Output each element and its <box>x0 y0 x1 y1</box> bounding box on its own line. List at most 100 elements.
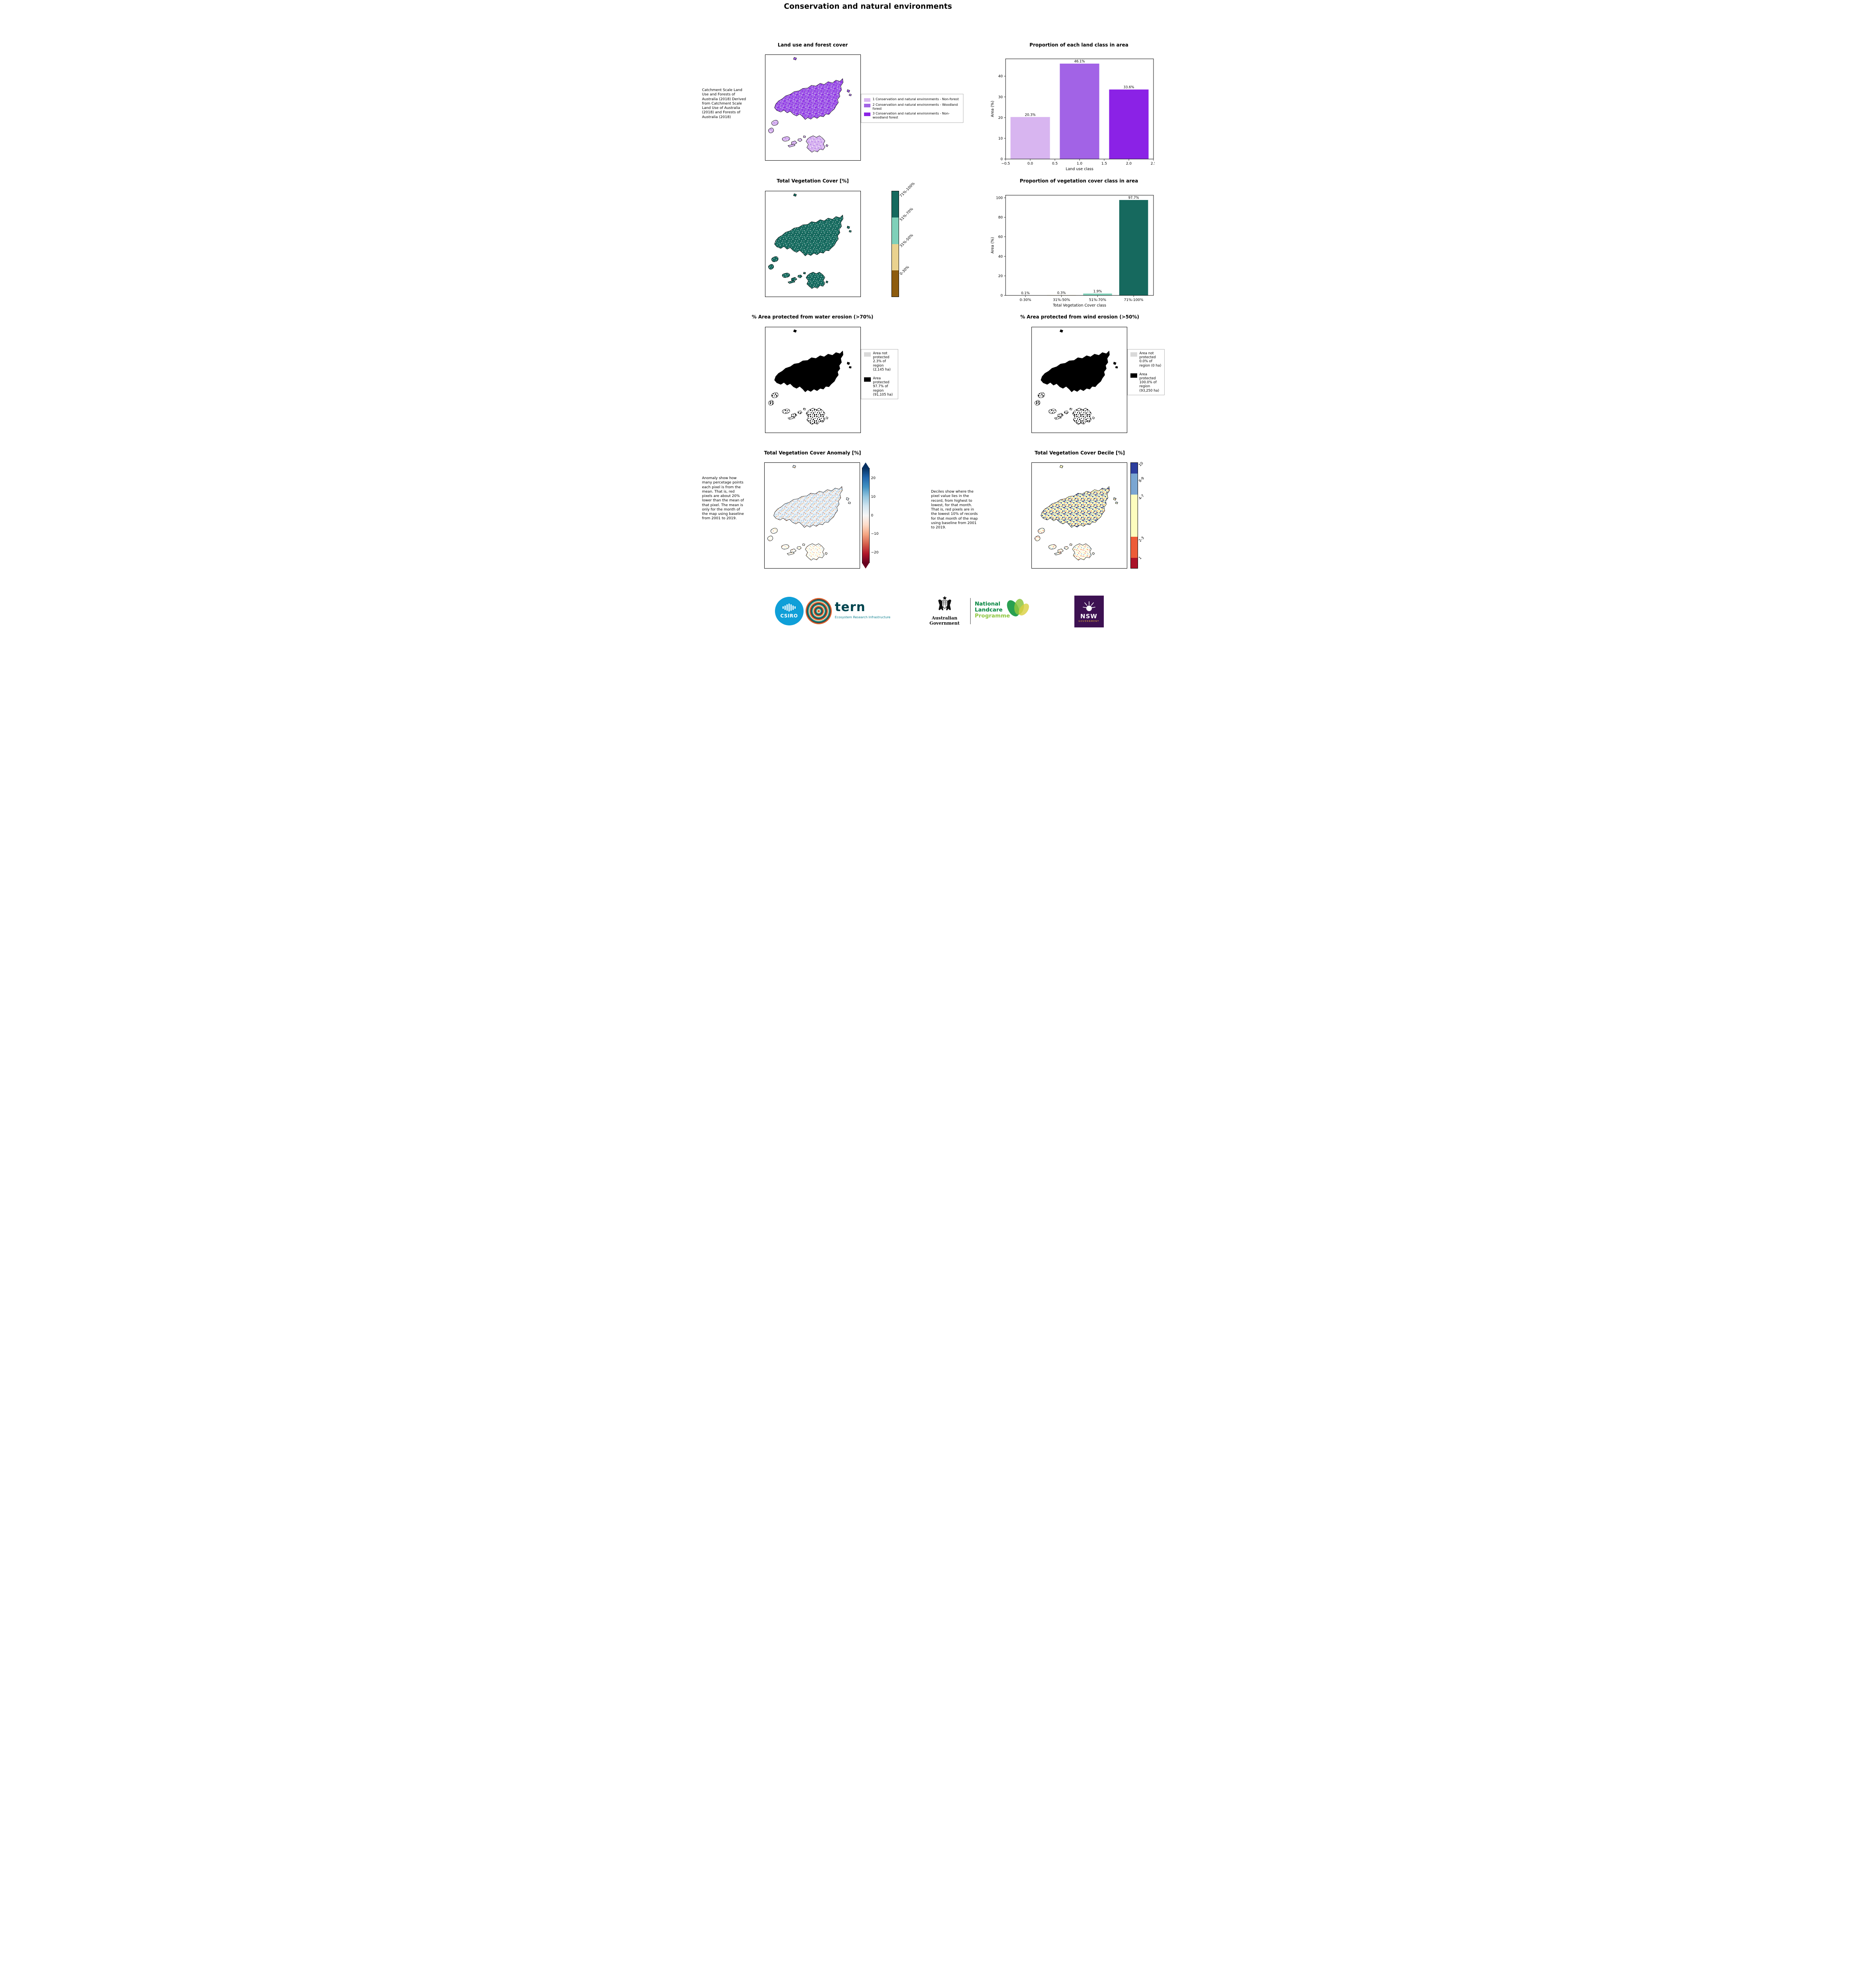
svg-text:40: 40 <box>998 75 1003 79</box>
svg-text:20: 20 <box>998 116 1003 120</box>
nsw-government-logo: NSW GOVERNMENT <box>1074 596 1104 627</box>
wind-erosion-title: % Area protected from wind erosion (>50%… <box>1020 314 1140 320</box>
waratah-icon <box>1082 601 1095 611</box>
anomaly-gradient <box>862 468 870 563</box>
csiro-waves-icon <box>783 604 796 612</box>
colorbar-segment <box>891 244 899 270</box>
legend-label: Area protected 97.7% of region (91,105 h… <box>873 376 893 397</box>
legend-item: 2 Conservation and natural environments … <box>864 103 960 111</box>
colorbar-segment <box>891 270 899 297</box>
colorbar-tick-label: 0-30% <box>899 265 910 276</box>
colorbar-arrow-up <box>862 462 869 468</box>
anomaly-colorbar: 20 10 0 −10 −20 <box>862 462 879 569</box>
legend-swatch <box>864 352 871 357</box>
vegcover-coastline <box>768 193 852 289</box>
svg-text:Total Vegetation Cover class: Total Vegetation Cover class <box>1052 303 1106 308</box>
landuse-coastline <box>768 57 852 153</box>
legend-swatch <box>1130 352 1137 357</box>
legend-label: 3 Conservation and natural environments … <box>872 112 950 119</box>
svg-text:97.7%: 97.7% <box>1128 196 1139 200</box>
decile-map-title: Total Vegetation Cover Decile [%] <box>1035 450 1125 456</box>
colorbar-tick-label: 71%-100% <box>899 181 916 198</box>
svg-text:33.6%: 33.6% <box>1123 85 1134 89</box>
logo-divider <box>970 598 971 624</box>
colorbar-segment <box>1130 494 1138 537</box>
svg-text:0.1%: 0.1% <box>1021 291 1030 295</box>
colorbar-tick-label: −10 <box>871 532 879 536</box>
page-title: Conservation and natural environments <box>784 2 952 11</box>
colorbar-tick-label: 10 <box>871 495 876 499</box>
colorbar-segment <box>891 191 899 218</box>
landuse-legend: 1 Conservation and natural environments … <box>860 94 963 123</box>
svg-text:−0.5: −0.5 <box>1001 162 1010 166</box>
bar-chart-svg: 0.1% 0.3% 1.9% 97.7% 0 20 40 60 80 100 0-30% 31%-50… <box>990 195 1153 308</box>
nsw-sublabel: GOVERNMENT <box>1078 620 1099 623</box>
wind-erosion-coastline <box>1034 329 1118 425</box>
legend-swatch <box>864 104 870 107</box>
svg-text:2.5: 2.5 <box>1150 162 1154 166</box>
wind-erosion-legend: Area not protected 0.0% of region (0 ha)… <box>1127 349 1165 395</box>
colorbar-arrow-down <box>862 563 869 569</box>
colorbar-tick-label: 1 <box>1138 556 1143 561</box>
svg-text:30: 30 <box>998 95 1003 99</box>
legend-item: Area not protected 0.0% of region (0 ha) <box>1130 351 1161 368</box>
decile-coastline <box>1034 465 1118 561</box>
vegcover-chart: 0.1% 0.3% 1.9% 97.7% 0 20 40 60 80 100 0-30% 31%-50… <box>988 191 1155 308</box>
landcare-label-line: National <box>975 601 1000 607</box>
svg-text:1.5: 1.5 <box>1101 162 1107 166</box>
report-page: Conservation and natural environments La… <box>701 0 1169 628</box>
colorbar-tick-label: 31%-50% <box>899 233 914 248</box>
wind-erosion-map <box>1031 327 1127 433</box>
colorbar-tick-label: 0 <box>871 514 874 518</box>
svg-text:60: 60 <box>998 235 1003 239</box>
legend-swatch <box>1130 373 1137 378</box>
svg-text:1.0: 1.0 <box>1076 162 1082 166</box>
svg-text:10: 10 <box>998 137 1003 141</box>
vegcover-colorbar <box>891 191 899 297</box>
water-erosion-map <box>765 327 861 433</box>
tern-subtitle: Ecosystem Research Infrastructure <box>835 615 891 619</box>
svg-text:40: 40 <box>998 255 1003 259</box>
vegcover-map-title: Total Vegetation Cover [%] <box>777 178 849 184</box>
legend-swatch <box>864 377 871 382</box>
footer-logos: CSIRO tern Ecosystem Research Infrastruc… <box>701 595 1169 628</box>
landuse-map-title: Land use and forest cover <box>777 42 848 48</box>
colorbar-segment <box>1130 536 1138 558</box>
anomaly-map <box>764 462 860 569</box>
svg-text:0: 0 <box>1000 157 1003 161</box>
vegcover-chart-title: Proportion of vegetation cover class in … <box>1019 178 1138 184</box>
landcare-label-line: Programme <box>975 613 1010 619</box>
svg-text:20: 20 <box>998 274 1003 278</box>
svg-text:Land use class: Land use class <box>1066 167 1093 171</box>
svg-text:0-30%: 0-30% <box>1019 298 1031 302</box>
water-erosion-coastline <box>768 329 852 425</box>
csiro-label: CSIRO <box>780 613 798 619</box>
svg-text:1.9%: 1.9% <box>1093 289 1102 293</box>
anomaly-coastline <box>767 465 851 561</box>
legend-label: Area protected 100.0% of region (93,250 … <box>1139 372 1159 393</box>
colorbar-tick-label: −20 <box>871 551 879 555</box>
legend-item: Area not protected 2.3% of region (2,145… <box>864 351 895 372</box>
water-erosion-legend: Area not protected 2.3% of region (2,145… <box>860 349 898 399</box>
vegcover-map <box>765 191 861 297</box>
legend-label: 2 Conservation and natural environments … <box>872 103 958 111</box>
legend-item: Area protected 100.0% of region (93,250 … <box>1130 373 1161 393</box>
decile-map <box>1031 462 1127 569</box>
indigenous-art-icon <box>805 598 832 624</box>
bar-chart-svg: 20.3% 46.1% 33.6% 0 10 20 30 40 −0.5 0.0 0.5 1.0 1.5… <box>990 58 1156 171</box>
colorbar-tick-label: 2-3 <box>1138 536 1145 543</box>
csiro-logo: CSIRO <box>775 597 804 625</box>
tern-logo: tern Ecosystem Research Infrastructure <box>835 601 891 619</box>
legend-swatch <box>864 113 870 116</box>
svg-text:46.1%: 46.1% <box>1074 60 1085 64</box>
australian-government-logo: Australian Government <box>922 596 967 626</box>
anomaly-note: Anomaly show how many percetage points e… <box>702 476 744 521</box>
colorbar-tick-label: 10 <box>1138 461 1144 468</box>
australian-government-label: Australian Government <box>929 615 960 626</box>
landuse-source-note: Catchment Scale Land Use and Forests of … <box>702 88 746 119</box>
legend-swatch <box>864 98 870 102</box>
svg-text:31%-50%: 31%-50% <box>1052 298 1070 302</box>
legend-item: 1 Conservation and natural environments … <box>864 97 960 102</box>
national-landcare-logo: National Landcare Programme <box>975 601 1010 619</box>
landcare-label-line: Landcare <box>975 607 1003 613</box>
